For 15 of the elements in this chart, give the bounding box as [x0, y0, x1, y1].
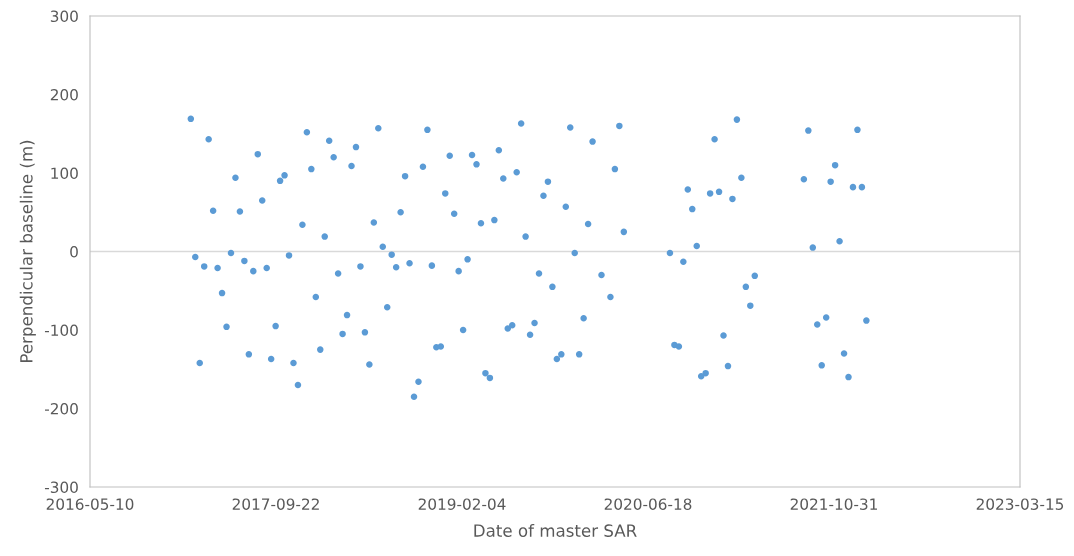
x-tick-label: 2016-05-10	[46, 498, 134, 510]
y-tick-label: 0	[70, 245, 78, 258]
y-axis-title: Perpendicular baseline (m)	[19, 140, 36, 362]
x-tick-label: 2019-02-04	[418, 498, 506, 510]
y-tick-label: 200	[50, 88, 78, 101]
y-tick-label: 300	[50, 10, 78, 23]
x-tick-label: 2021-10-31	[790, 498, 877, 510]
x-tick-label: 2017-09-22	[232, 498, 319, 510]
y-tick-label: -100	[44, 324, 78, 337]
y-tick-label: 100	[51, 167, 78, 180]
y-tick-label: -200	[44, 402, 78, 415]
y-tick-label: -300	[44, 481, 78, 494]
x-tick-label: 2023-03-15	[976, 498, 1064, 510]
x-tick-label: 2020-06-18	[604, 498, 692, 510]
x-axis-title: Date of master SAR	[474, 524, 637, 537]
